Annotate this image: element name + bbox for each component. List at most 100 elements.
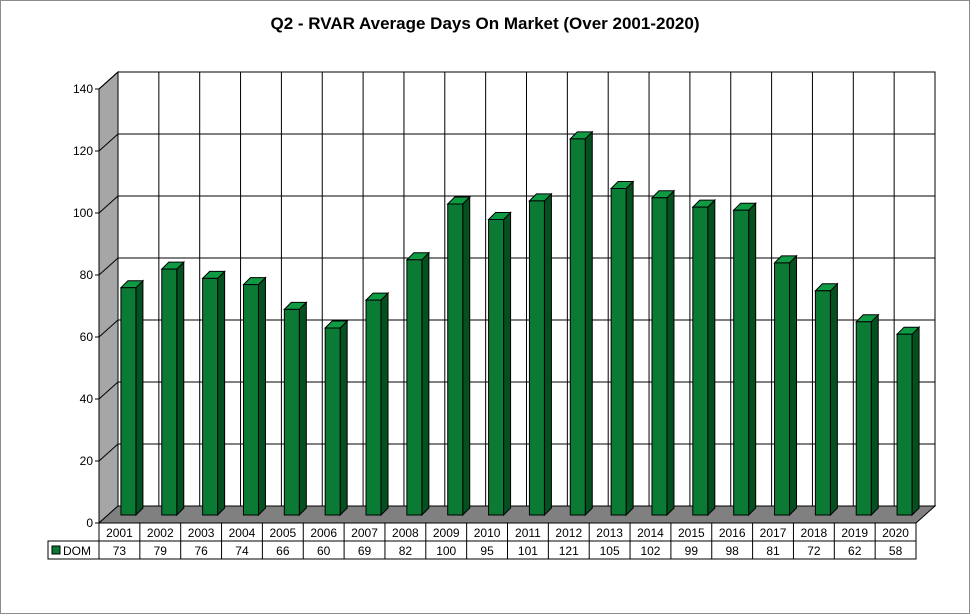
y-tick-label: 100	[73, 206, 93, 220]
data-table: 2001 73 2002 79 2003 76 2004 74 2005 66 2006 60 2007…	[47, 522, 917, 560]
bar-side	[789, 254, 798, 517]
bar-side	[666, 189, 675, 517]
data-label: 60	[317, 544, 331, 558]
data-label: 66	[276, 544, 290, 558]
bar-front	[120, 287, 137, 516]
category-label: 2012	[555, 526, 582, 540]
y-tick-label: 80	[80, 268, 94, 282]
bar-side	[176, 260, 185, 517]
y-axis-ticks: 0 20 40 60 80 100 120 140	[73, 82, 99, 530]
bar	[487, 211, 512, 517]
bar-side	[870, 313, 879, 517]
category-label: 2013	[596, 526, 623, 540]
bar-side	[503, 211, 512, 517]
data-label: 73	[113, 544, 127, 558]
bar-front	[896, 333, 913, 516]
bar	[323, 319, 349, 517]
gridline-side	[98, 443, 119, 462]
bar-front	[610, 188, 627, 516]
category-label: 2014	[637, 526, 664, 540]
bar	[609, 180, 635, 517]
category-label: 2002	[147, 526, 174, 540]
category-label: 2003	[188, 526, 215, 540]
category-label: 2015	[678, 526, 705, 540]
bar-side	[707, 198, 716, 517]
category-label: 2020	[882, 526, 909, 540]
category-label: 2009	[433, 526, 460, 540]
bar-front	[283, 308, 300, 516]
category-label: 2004	[229, 526, 256, 540]
bar	[732, 201, 757, 517]
bar-front	[406, 259, 423, 516]
category-label: 2008	[392, 526, 419, 540]
category-label: 2007	[351, 526, 378, 540]
bar-front	[365, 299, 382, 516]
bar	[446, 195, 471, 517]
bar-side	[135, 279, 144, 517]
data-label: 81	[766, 544, 780, 558]
data-label: 101	[518, 544, 538, 558]
legend-label: DOM	[63, 544, 91, 558]
bar-front	[161, 268, 178, 516]
bar-side	[380, 291, 389, 517]
data-label: 100	[436, 544, 456, 558]
data-label: 82	[399, 544, 413, 558]
bar-side	[462, 195, 471, 517]
bar-side	[584, 130, 593, 517]
bar-front	[242, 284, 259, 516]
bar-front	[528, 200, 545, 516]
bar-front	[324, 327, 341, 516]
category-label: 2018	[801, 526, 828, 540]
bar-front	[202, 277, 219, 516]
bar-side	[217, 270, 226, 517]
bar	[773, 254, 798, 517]
category-label: 2011	[515, 526, 541, 540]
data-label: 105	[600, 544, 620, 558]
chart-title: Q2 - RVAR Average Days On Market (Over 2…	[270, 14, 700, 33]
bar	[364, 291, 390, 517]
bar-side	[257, 276, 266, 517]
bar-front	[855, 321, 872, 516]
bar-side	[911, 325, 920, 517]
bar-side	[298, 301, 307, 517]
y-tick-label: 120	[73, 144, 93, 158]
bar-front	[733, 209, 750, 516]
y-tick-label: 140	[73, 82, 93, 96]
bar-side	[543, 192, 552, 517]
bar-front	[488, 219, 505, 516]
gridline-side	[98, 381, 119, 400]
category-label: 2016	[719, 526, 746, 540]
bars	[119, 130, 921, 517]
category-label: 2005	[269, 526, 296, 540]
bar-front	[651, 197, 668, 516]
side-wall	[98, 70, 119, 525]
bar	[283, 301, 308, 517]
y-tick-label: 40	[80, 392, 94, 406]
bar-side	[421, 251, 430, 517]
bar	[242, 276, 267, 517]
y-tick-label: 0	[86, 516, 93, 530]
category-label: 2001	[106, 526, 133, 540]
gridlines	[98, 71, 935, 506]
y-tick-label: 60	[80, 330, 94, 344]
bar-front	[774, 262, 791, 516]
data-label: 79	[154, 544, 168, 558]
table-value-row	[47, 540, 917, 560]
data-label: 99	[685, 544, 699, 558]
bar	[855, 313, 880, 517]
data-label: 121	[559, 544, 579, 558]
bar	[895, 325, 921, 517]
bar-front	[447, 203, 464, 516]
bar-front	[814, 290, 831, 516]
data-label: 62	[848, 544, 862, 558]
data-label: 69	[358, 544, 372, 558]
category-label: 2010	[474, 526, 501, 540]
data-label: 95	[480, 544, 494, 558]
gridline-side	[98, 195, 119, 214]
gridline-side	[98, 133, 119, 152]
data-label: 74	[235, 544, 249, 558]
data-label: 102	[640, 544, 660, 558]
data-label: 76	[194, 544, 208, 558]
data-label: 58	[889, 544, 903, 558]
